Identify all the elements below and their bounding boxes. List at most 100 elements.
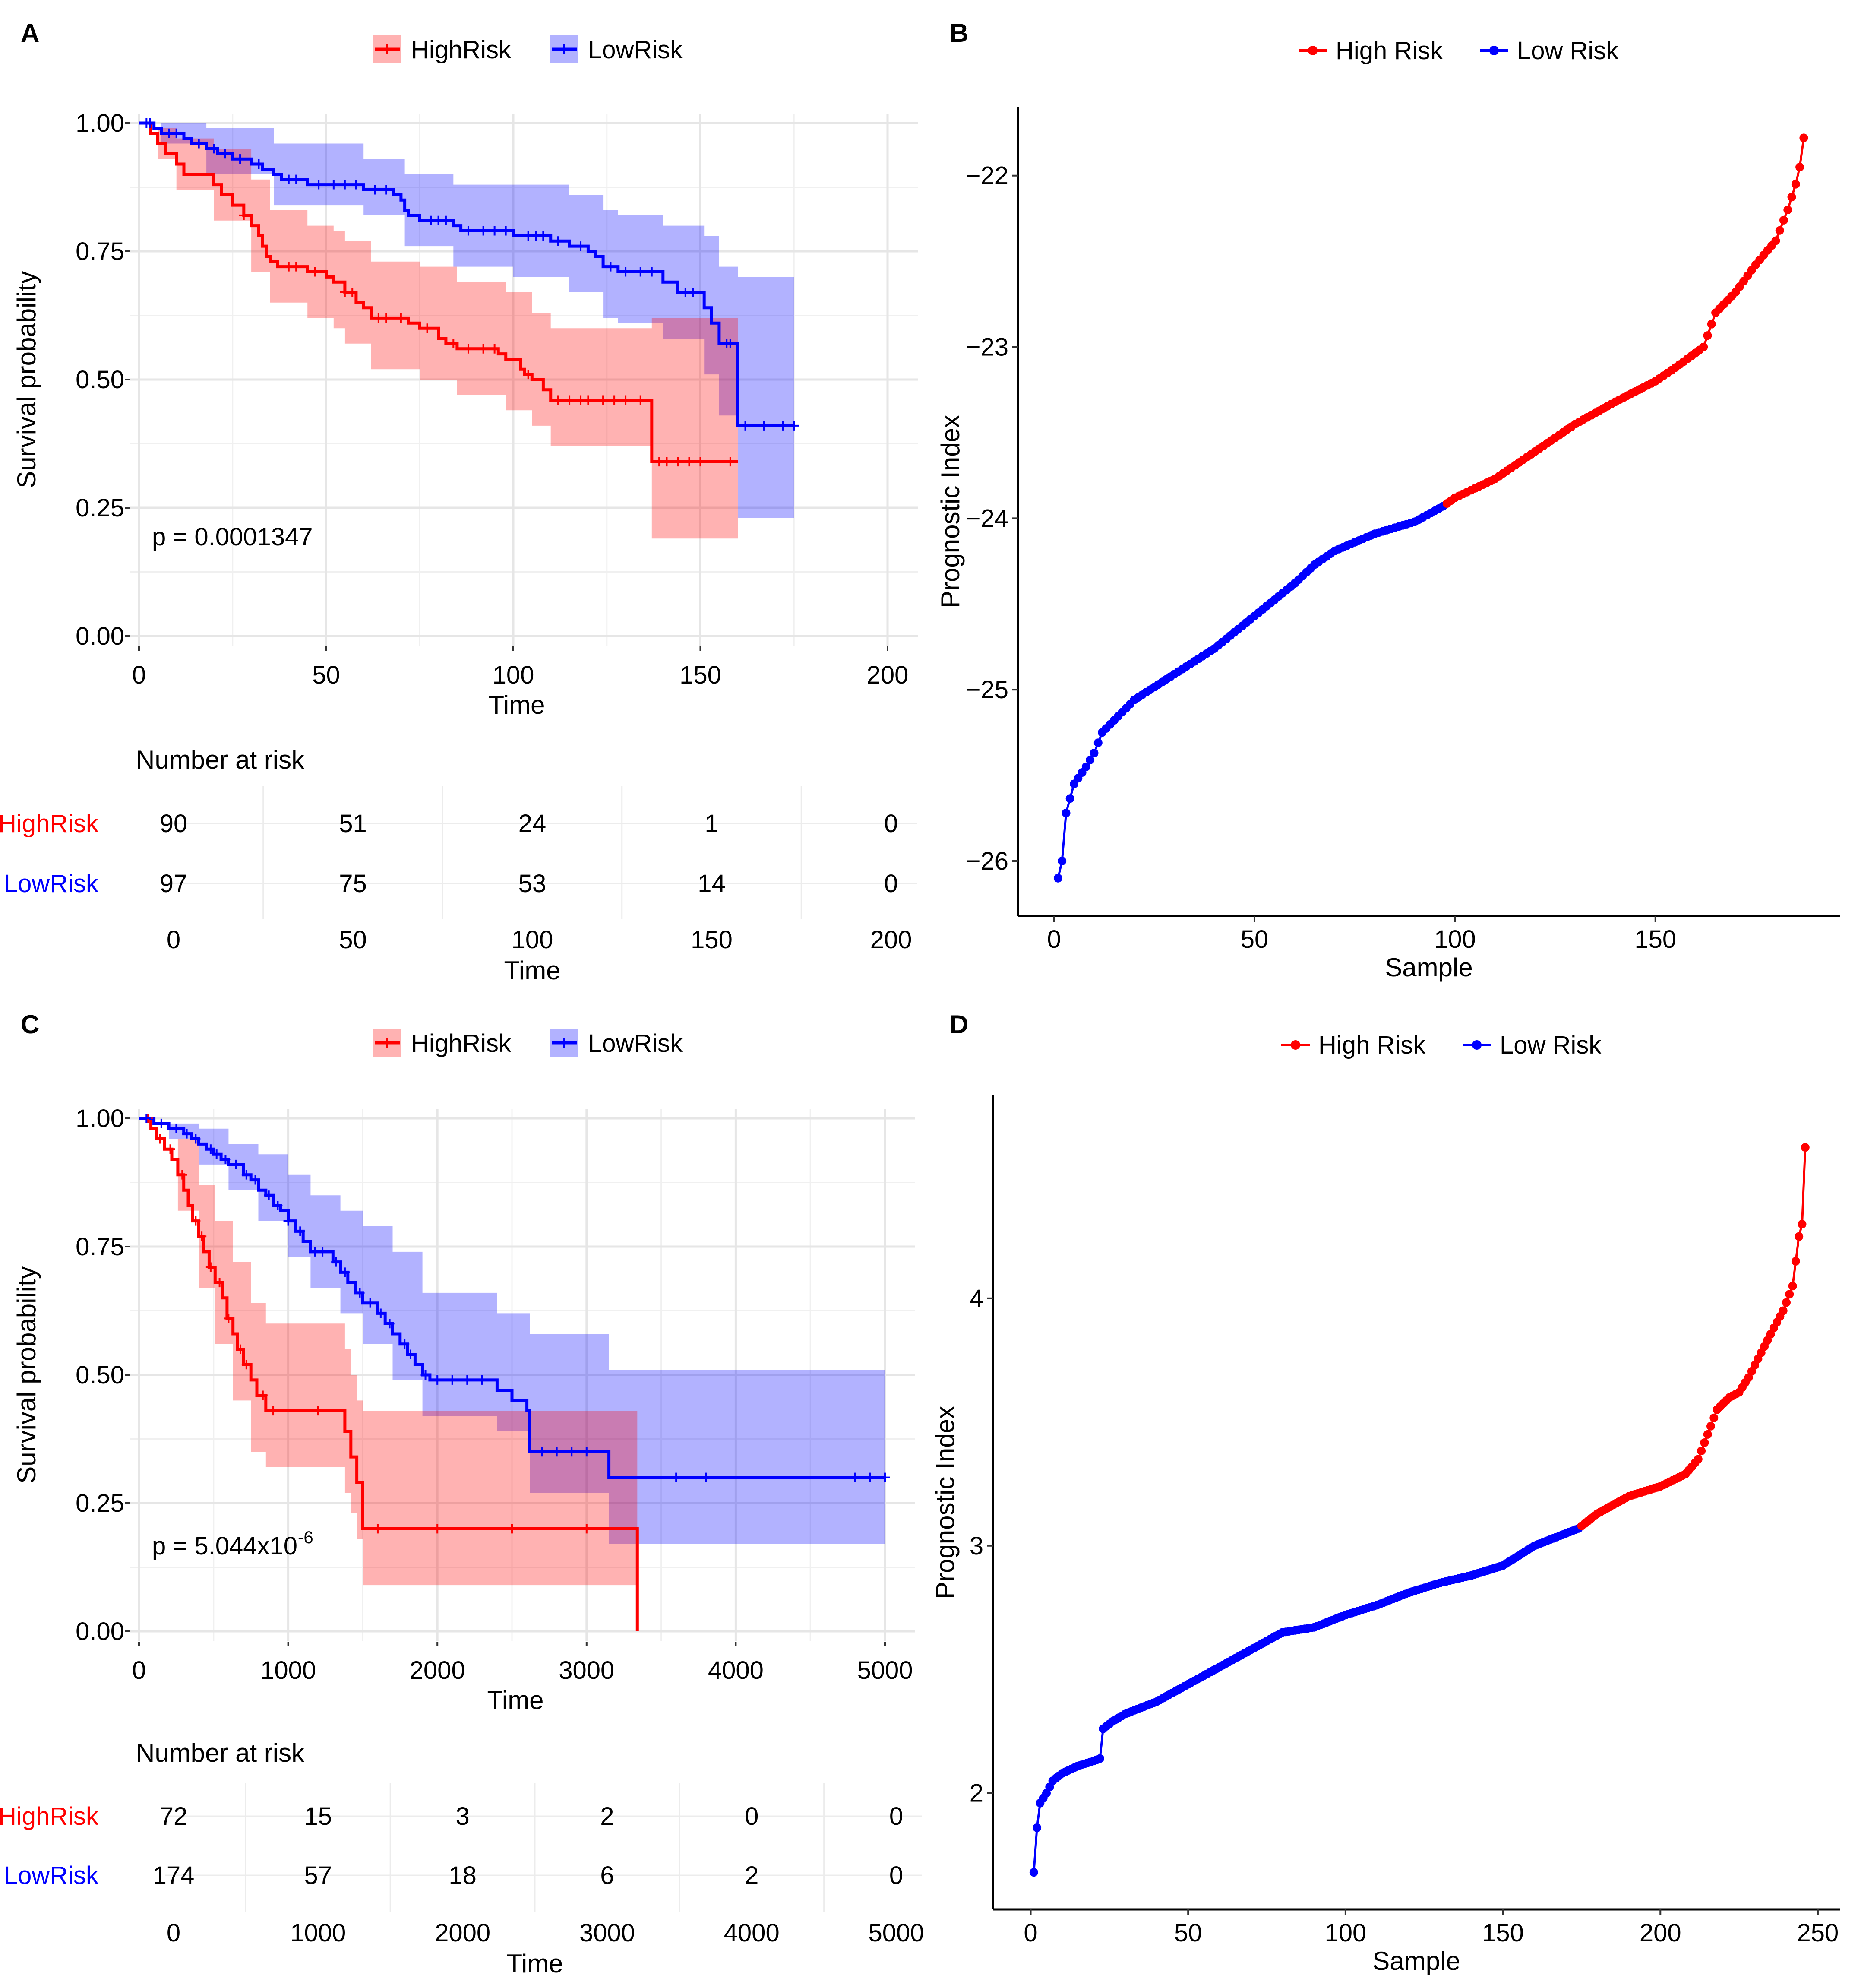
highrisk-point <box>1782 1298 1791 1307</box>
legend-low-label: Low Risk <box>1500 1031 1602 1059</box>
x-axis-title: Time <box>488 690 545 719</box>
lowrisk-censor-mark <box>865 1472 875 1482</box>
y-axis-title: Prognostic Index <box>931 1406 960 1599</box>
highrisk-point <box>1779 1306 1788 1315</box>
risk-x-tick-label: 50 <box>339 926 367 954</box>
lowrisk-censor-mark <box>142 1114 152 1123</box>
highrisk-confidence-band <box>139 1118 638 1586</box>
lowrisk-censor-mark <box>581 1447 591 1457</box>
risk-count-highrisk: 24 <box>518 810 547 838</box>
lowrisk-point <box>1093 738 1103 747</box>
lowrisk-censor-mark <box>221 1155 231 1165</box>
plot-background <box>130 114 918 646</box>
lowrisk-point <box>1090 749 1099 757</box>
lowrisk-censor-mark <box>400 1339 410 1349</box>
lowrisk-censor-mark <box>671 1472 681 1482</box>
legend-lowrisk-label: LowRisk <box>588 36 683 64</box>
y-tick-label: 0.25 <box>76 1489 124 1517</box>
lowrisk-censor-mark <box>740 421 750 431</box>
highrisk-point <box>1799 133 1808 142</box>
lowrisk-censor-mark <box>441 215 451 225</box>
highrisk-point <box>1798 1219 1807 1228</box>
lowrisk-point <box>1033 1823 1042 1832</box>
highrisk-censor-mark <box>725 457 735 467</box>
y-tick-label: 4 <box>970 1285 983 1313</box>
legend-lowrisk-cross <box>559 1038 569 1048</box>
lowrisk-censor-mark <box>209 144 219 154</box>
highrisk-point <box>1785 1290 1794 1299</box>
highrisk-censor-mark <box>197 1231 207 1241</box>
lowrisk-censor-mark <box>385 1319 395 1329</box>
x-tick-label: 200 <box>867 661 909 689</box>
highrisk-censor-mark <box>523 370 533 380</box>
legend: HighRisk LowRisk <box>373 1029 683 1057</box>
highrisk-point <box>1707 320 1716 329</box>
risk-x-tick-label: 3000 <box>579 1919 635 1947</box>
lowrisk-censor-mark <box>621 267 631 277</box>
x-tick-label: 0 <box>1047 925 1061 953</box>
legend-highrisk-label: HighRisk <box>411 36 512 64</box>
highrisk-censor-mark <box>236 1344 246 1354</box>
highrisk-censor-mark <box>177 1170 187 1180</box>
risk-table: Number at risk HighRisk LowRisk 90 97 0 51 75 50… <box>0 745 917 985</box>
lowrisk-censor-mark <box>283 1216 293 1226</box>
lowrisk-censor-mark <box>538 231 548 241</box>
highrisk-censor-mark <box>610 395 619 405</box>
highrisk-point <box>1775 226 1784 235</box>
p-value-exponent: -6 <box>298 1528 313 1547</box>
lowrisk-censor-mark <box>635 267 645 277</box>
lowrisk-censor-mark <box>478 226 488 236</box>
risk-row-label-highrisk: HighRisk <box>0 1802 99 1830</box>
highrisk-censor-mark <box>583 395 593 405</box>
x-tick-label: 50 <box>1241 925 1269 953</box>
legend-low-marker <box>1489 46 1499 55</box>
lowrisk-censor-mark <box>295 1226 305 1236</box>
x-tick-label: 100 <box>493 661 534 689</box>
panel-letter: B <box>950 19 968 47</box>
lowrisk-censor-mark <box>789 421 799 431</box>
risk-x-tick-label: 0 <box>167 1919 180 1947</box>
risk-count-highrisk: 51 <box>339 810 367 838</box>
lowrisk-point <box>1081 762 1090 771</box>
risk-count-lowrisk: 75 <box>339 870 367 898</box>
highrisk-censor-mark <box>422 323 432 333</box>
highrisk-censor-mark <box>565 395 575 405</box>
risk-count-lowrisk: 57 <box>304 1861 332 1890</box>
lowrisk-censor-mark <box>381 185 391 195</box>
lowrisk-point <box>1058 857 1067 865</box>
x-tick-label: 1000 <box>260 1656 316 1684</box>
highrisk-point <box>1801 1143 1810 1152</box>
x-tick-label: 0 <box>1024 1919 1037 1947</box>
y-tick-label: 0.50 <box>76 1361 124 1389</box>
risk-x-tick-label: 5000 <box>868 1919 924 1947</box>
x-axis-title: Sample <box>1385 953 1472 982</box>
risk-count-highrisk: 1 <box>705 810 718 838</box>
highrisk-censor-mark <box>215 1278 224 1288</box>
risk-table-title: Number at risk <box>136 1738 305 1767</box>
legend-highrisk-cross <box>382 44 392 54</box>
lowrisk-censor-mark <box>759 421 769 431</box>
highrisk-point <box>1791 180 1800 189</box>
lowrisk-censor-mark <box>191 1134 201 1144</box>
lowrisk-confidence-band <box>139 123 794 518</box>
risk-count-lowrisk: 53 <box>518 870 547 898</box>
highrisk-point <box>1703 1430 1712 1439</box>
panel-d: 2 3 4 0 50 100 150 200 250 Sample Prognostic Index… <box>931 1010 1840 1975</box>
x-tick-label: 50 <box>312 661 340 689</box>
highrisk-point <box>1795 1232 1804 1241</box>
lowrisk-point <box>1053 874 1062 883</box>
lowrisk-censor-mark <box>182 1129 192 1139</box>
risk-count-lowrisk: 6 <box>600 1861 614 1890</box>
lowrisk-censor-mark <box>850 1472 860 1482</box>
lowrisk-censor-mark <box>462 1375 472 1385</box>
highrisk-censor-mark <box>396 313 406 323</box>
x-tick-label: 150 <box>1634 925 1676 953</box>
x-tick-label: 3000 <box>559 1656 614 1684</box>
y-tick-label: 0.00 <box>76 622 124 650</box>
y-tick-label: 0.00 <box>76 1618 124 1646</box>
risk-count-highrisk: 3 <box>455 1802 469 1830</box>
y-axis-title: Prognostic Index <box>936 415 965 608</box>
x-tick-label: 100 <box>1325 1919 1367 1947</box>
lowrisk-censor-mark <box>365 1298 375 1308</box>
highrisk-censor-mark <box>662 457 672 467</box>
